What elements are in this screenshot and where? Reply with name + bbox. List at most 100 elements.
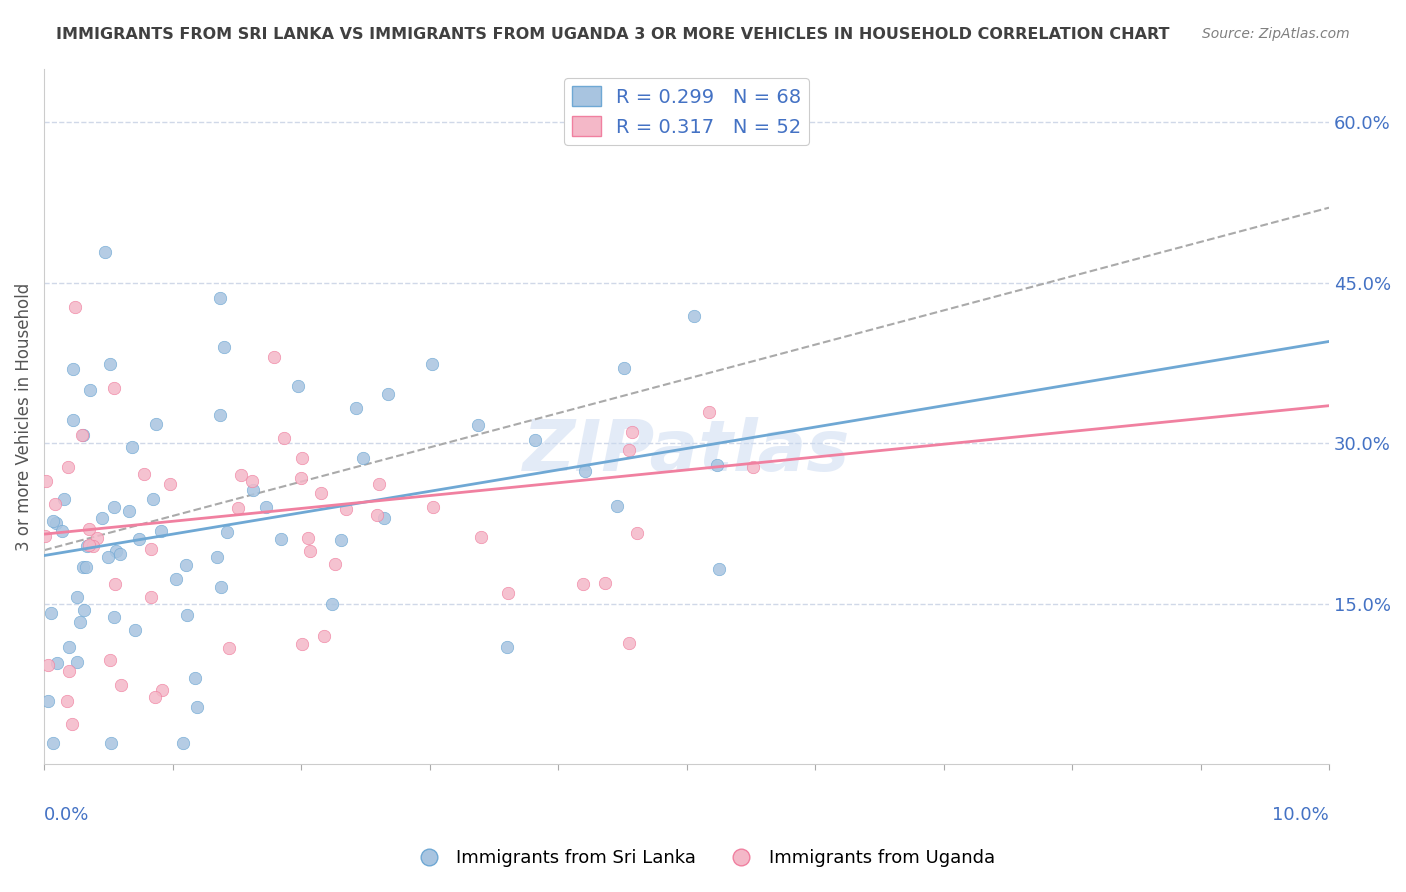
Point (118, 504, 141, 518)
Point (335, 502, 357, 516)
Point (79, 538, 101, 552)
Point (51, 524, 73, 538)
Point (55, 694, 77, 708)
Point (37, 657, 59, 672)
Point (263, 350, 285, 364)
Point (172, 736, 194, 750)
Point (682, 309, 704, 323)
Point (346, 401, 368, 415)
Point (697, 405, 720, 419)
Point (76, 539, 98, 553)
Point (495, 640, 517, 655)
Point (165, 572, 187, 586)
Point (329, 533, 352, 547)
Point (70, 427, 93, 442)
Point (209, 581, 232, 595)
Point (420, 357, 443, 371)
Point (323, 558, 346, 572)
Point (63, 301, 86, 315)
Point (97, 550, 120, 565)
Point (321, 597, 343, 611)
Point (79, 384, 101, 398)
Point (613, 360, 636, 375)
Point (312, 629, 335, 643)
Point (254, 500, 277, 515)
Point (150, 682, 173, 697)
Point (186, 700, 208, 714)
Point (352, 451, 374, 466)
Point (110, 677, 132, 691)
Legend: R = 0.299   N = 68, R = 0.317   N = 52: R = 0.299 N = 68, R = 0.317 N = 52 (564, 78, 810, 145)
Point (742, 459, 765, 474)
Point (42, 736, 65, 750)
Text: Source: ZipAtlas.com: Source: ZipAtlas.com (1202, 27, 1350, 41)
Text: ZIPatlas: ZIPatlas (523, 417, 851, 485)
Point (617, 443, 640, 458)
Point (124, 623, 146, 637)
Point (104, 577, 127, 591)
Point (60, 717, 83, 731)
Point (617, 636, 640, 650)
Point (706, 458, 728, 472)
Y-axis label: 3 or more Vehicles in Household: 3 or more Vehicles in Household (15, 282, 32, 550)
Point (58, 640, 80, 655)
Text: IMMIGRANTS FROM SRI LANKA VS IMMIGRANTS FROM UGANDA 3 OR MORE VEHICLES IN HOUSEH: IMMIGRANTS FROM SRI LANKA VS IMMIGRANTS … (56, 27, 1170, 42)
Point (231, 468, 253, 483)
Point (299, 544, 322, 558)
Point (524, 434, 547, 448)
Point (496, 586, 519, 600)
Point (139, 541, 162, 556)
Point (291, 451, 314, 466)
Point (39, 606, 62, 620)
Point (77, 522, 100, 536)
Point (184, 671, 207, 685)
Point (128, 532, 150, 546)
Text: 10.0%: 10.0% (1272, 806, 1329, 824)
Point (72, 428, 94, 442)
Point (103, 381, 125, 395)
Point (208, 291, 231, 305)
Point (205, 549, 228, 564)
Point (218, 640, 240, 655)
Point (176, 607, 198, 622)
Point (58, 460, 80, 475)
Point (242, 483, 264, 497)
Point (273, 431, 295, 445)
Point (69, 615, 91, 630)
Point (103, 609, 125, 624)
Point (470, 530, 492, 544)
Point (290, 471, 312, 485)
Text: 0.0%: 0.0% (44, 806, 90, 824)
Point (100, 736, 122, 750)
Point (159, 476, 181, 491)
Point (226, 500, 249, 515)
Point (143, 690, 166, 704)
Point (100, 357, 122, 371)
Point (367, 476, 389, 491)
Point (42, 514, 65, 528)
Point (108, 547, 131, 561)
Point (82, 539, 104, 553)
Point (174, 558, 197, 573)
Point (45, 516, 67, 531)
Point (214, 340, 236, 354)
Point (240, 474, 263, 488)
Point (37, 694, 59, 708)
Point (270, 532, 292, 546)
Point (66, 591, 89, 605)
Point (215, 524, 238, 539)
Point (150, 524, 173, 538)
Point (709, 562, 731, 576)
Point (72, 560, 94, 574)
Point (297, 531, 319, 545)
Point (46, 656, 69, 670)
Point (66, 656, 89, 670)
Point (52, 492, 75, 507)
Point (35, 475, 58, 489)
Point (373, 510, 395, 524)
Point (311, 485, 333, 500)
Point (626, 526, 648, 541)
Point (291, 637, 314, 651)
Point (62, 413, 84, 427)
Point (145, 417, 167, 431)
